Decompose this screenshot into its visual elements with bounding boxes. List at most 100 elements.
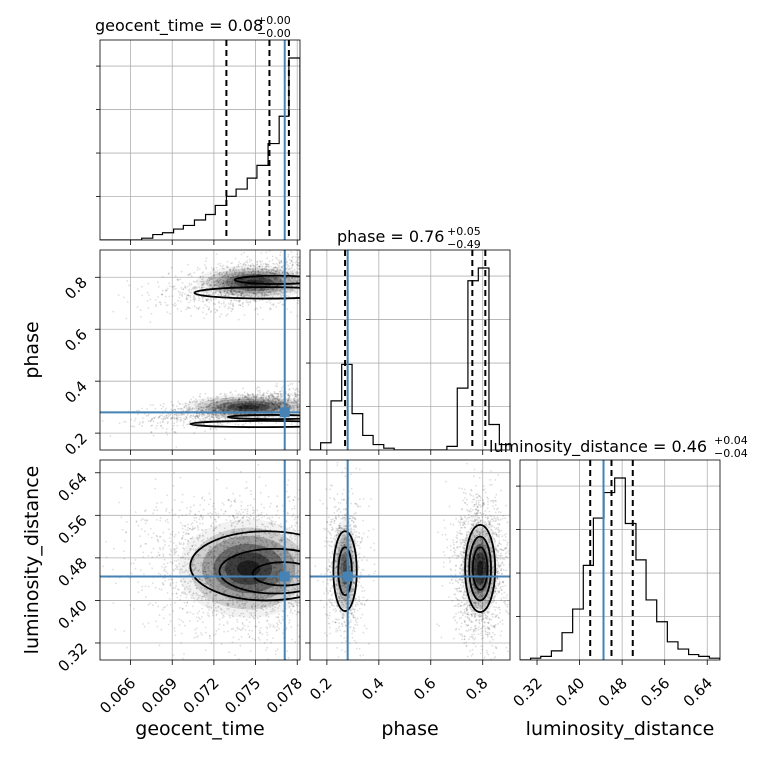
sample-point-1-0-0-686 — [252, 401, 255, 404]
sample-point-1-0-0-1479 — [260, 409, 263, 411]
sample-point-2-0-0-256 — [149, 527, 152, 530]
sample-point-2-0-0-68 — [321, 603, 323, 605]
sample-point-1-0-1-250 — [198, 297, 201, 300]
sample-point-1-0-0-971 — [212, 407, 215, 409]
sample-point-2-0-0-724 — [181, 527, 184, 530]
contour-line-1-0-0 — [189, 420, 300, 429]
sample-point-2-0-0-915 — [178, 618, 181, 621]
sample-point-1-0-0-1352 — [219, 407, 222, 409]
sample-point-1-0-1-536 — [258, 265, 261, 268]
title-luminosity-distance-prefix: luminosity_distance = — [489, 437, 671, 457]
sample-point-1-0-1-108 — [249, 268, 251, 271]
sample-point-2-0-0-1233 — [135, 521, 138, 523]
sample-point-1-0-0-352 — [318, 408, 320, 410]
sample-point-1-0-1-1583 — [317, 289, 319, 291]
sample-point-1-0-0-738 — [268, 400, 271, 402]
sample-point-1-0-0-1108 — [182, 424, 185, 427]
sample-point-2-0-0-620 — [270, 641, 273, 644]
sample-point-1-0-0-1039 — [255, 405, 258, 408]
sample-point-1-0-0-886 — [206, 416, 209, 419]
sample-point-1-0-1-1120 — [297, 258, 300, 261]
sample-point-1-0-0-803 — [267, 400, 270, 402]
sample-point-1-0-1-337 — [243, 270, 246, 273]
sample-point-2-0-0-210 — [269, 624, 272, 627]
sample-point-1-0-0-426 — [142, 420, 144, 423]
sample-point-1-0-0-902 — [229, 408, 232, 411]
sample-point-1-0-0-722 — [220, 416, 223, 419]
sample-point-1-0-0-590 — [315, 402, 317, 404]
sample-point-2-0-0-1228 — [143, 625, 146, 628]
sample-point-2-0-0-755 — [313, 530, 315, 532]
sample-point-1-0-0-161 — [273, 392, 276, 395]
sample-point-1-0-0-1613 — [194, 417, 197, 420]
sample-point-1-0-0-630 — [236, 406, 239, 408]
sample-point-1-0-0-1014 — [221, 415, 224, 418]
sample-point-1-0-0-708 — [260, 397, 262, 399]
sample-point-2-0-0-462 — [259, 491, 262, 494]
sample-point-1-0-1-444 — [245, 293, 248, 296]
sample-point-1-0-0-16 — [223, 405, 226, 408]
sample-point-2-0-0-638 — [306, 616, 308, 618]
sample-point-1-0-1-341 — [254, 300, 256, 303]
sample-point-1-0-1-761 — [187, 263, 190, 266]
sample-point-1-0-1-1456 — [292, 264, 294, 266]
sample-point-1-0-1-427 — [215, 266, 218, 269]
sample-point-1-0-0-1330 — [332, 395, 334, 397]
sample-point-1-0-0-1121 — [294, 393, 297, 396]
sample-point-1-0-0-1021 — [271, 408, 274, 411]
sample-point-1-0-1-1579 — [196, 269, 199, 271]
sample-point-2-0-0-584 — [175, 544, 178, 547]
sample-point-1-0-0-364 — [277, 398, 279, 401]
sample-point-1-0-1-521 — [320, 274, 322, 276]
sample-point-1-0-0-212 — [248, 400, 250, 403]
sample-point-1-0-0-1249 — [276, 403, 278, 406]
sample-point-2-0-0-629 — [308, 567, 310, 569]
sample-point-1-0-0-1041 — [225, 393, 228, 396]
sample-point-1-0-1-1065 — [304, 289, 306, 291]
sample-point-1-0-1-542 — [224, 280, 226, 283]
sample-point-1-0-1-888 — [338, 257, 340, 259]
sample-point-1-0-0-712 — [197, 408, 200, 410]
sample-point-1-0-0-1698 — [223, 404, 226, 407]
sample-point-1-0-0-1356 — [156, 425, 158, 427]
sample-point-1-0-0-759 — [271, 406, 274, 408]
sample-point-1-0-1-96 — [187, 294, 190, 297]
sample-point-1-0-1-1287 — [269, 246, 271, 248]
sample-point-1-0-0-651 — [307, 394, 309, 396]
sample-point-1-0-0-524 — [287, 394, 289, 397]
sample-point-1-0-1-1 — [237, 284, 239, 287]
sample-point-1-0-0-1139 — [250, 398, 253, 400]
sample-point-1-0-1-373 — [276, 264, 279, 266]
sample-point-1-0-1-1320 — [271, 255, 274, 258]
sample-point-1-0-0-596 — [244, 403, 247, 406]
sample-point-1-0-0-1206 — [245, 405, 247, 408]
sample-point-2-0-0-881 — [314, 614, 316, 616]
sample-point-1-0-0-919 — [254, 397, 257, 400]
sample-point-1-0-0-1218 — [208, 405, 211, 408]
sample-point-1-0-0-1000 — [286, 404, 288, 406]
sample-point-1-0-1-810 — [256, 308, 259, 310]
sample-point-1-0-0-1047 — [180, 407, 183, 410]
sample-point-1-0-1-1132 — [208, 301, 211, 304]
sample-point-2-0-0-1234 — [277, 623, 279, 626]
sample-point-1-0-0-1277 — [201, 402, 204, 404]
sample-point-1-0-0-610 — [244, 409, 247, 411]
sample-point-1-0-1-313 — [235, 299, 238, 302]
sample-point-1-0-0-576 — [295, 400, 298, 403]
sample-point-1-0-0-1350 — [231, 393, 234, 396]
sample-point-1-0-0-1329 — [290, 406, 293, 409]
sample-point-1-0-0-1639 — [264, 409, 267, 412]
sample-point-1-0-0-401 — [191, 407, 194, 410]
sample-point-1-0-0-1628 — [304, 405, 306, 407]
sample-point-1-0-0-949 — [264, 403, 266, 405]
sample-point-1-0-1-320 — [289, 288, 292, 291]
sample-point-2-0-0-846 — [241, 458, 243, 460]
sample-point-1-0-0-368 — [250, 404, 253, 406]
sample-point-1-0-0-445 — [322, 389, 324, 391]
sample-point-1-0-0-1127 — [302, 390, 304, 392]
sample-point-1-0-1-1578 — [185, 308, 188, 311]
sample-point-1-0-0-533 — [296, 393, 299, 396]
sample-point-1-0-0-1191 — [292, 399, 295, 401]
sample-point-1-0-1-257 — [186, 307, 189, 309]
sample-point-1-0-0-1259 — [302, 400, 304, 402]
